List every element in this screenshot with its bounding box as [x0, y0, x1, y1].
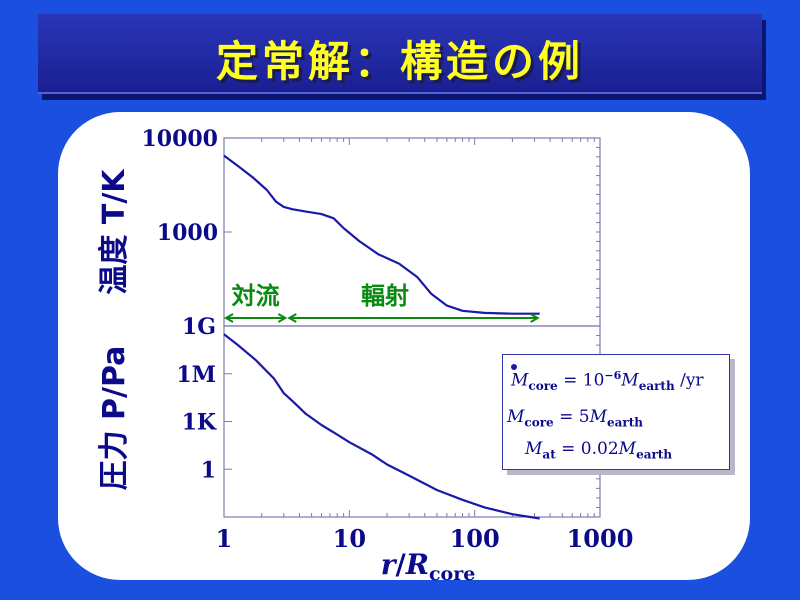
legend-line-3: Mat = 0.02Mearth [525, 439, 673, 462]
pressure-axis-label: 圧力 P/Pa [97, 346, 132, 491]
slide-title: 定常解：構造の例 [215, 37, 584, 86]
x-tick-label: 10 [333, 524, 366, 553]
annotation-label: 対流 [232, 282, 280, 310]
x-tick-label: 100 [450, 524, 500, 553]
legend-line-1: Mcore = 10−6Mearth /yr [511, 369, 704, 394]
legend-line-2: Mcore = 5Mearth [507, 407, 643, 430]
pressure-curve [223, 333, 540, 520]
x-axis-label: r/Rcore [381, 548, 476, 585]
title-banner: 定常解：構造の例 [38, 14, 762, 94]
pressure-tick-label: 1M [176, 362, 216, 388]
pressure-tick-label: 1G [182, 314, 216, 340]
annotation-arrowhead-right [530, 313, 540, 323]
temperature-axis-label: 温度 T/K [97, 168, 132, 295]
annotation-arrowhead-left [287, 313, 297, 323]
temperature-tick-label: 10000 [141, 126, 218, 152]
legend-marker [511, 364, 517, 370]
pressure-tick-label: 1 [201, 457, 216, 483]
annotation-arrowhead-left [223, 313, 234, 323]
legend: Mcore = 10−6Mearth /yr Mcore = 5Mearth M… [502, 354, 730, 470]
x-tick-label: 1 [216, 524, 233, 553]
temperature-curve [223, 154, 540, 315]
x-tick-label: 1000 [567, 524, 634, 553]
pressure-tick-label: 1K [182, 410, 217, 436]
temperature-tick-label: 1000 [157, 220, 218, 246]
annotation-arrowhead-right [277, 313, 288, 323]
chart-panel [58, 112, 750, 580]
annotation-label: 輻射 [361, 282, 409, 310]
temperature-plot-frame [223, 137, 601, 327]
